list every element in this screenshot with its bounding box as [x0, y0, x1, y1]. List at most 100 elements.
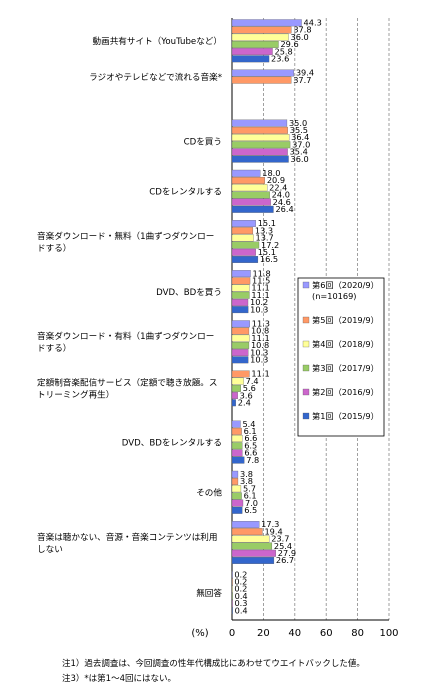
category-label: 無回答 — [196, 587, 222, 599]
category-label: ドする） — [37, 243, 71, 254]
bar — [231, 535, 270, 543]
legend-label: 第4回（2018/9） — [312, 339, 379, 349]
data-label: 0.3 — [234, 598, 247, 608]
bar — [231, 485, 242, 493]
data-label: 6.6 — [244, 433, 257, 443]
data-label: 35.4 — [290, 147, 308, 157]
data-label: 6.1 — [244, 426, 257, 436]
category-label: CDを買う — [184, 136, 222, 147]
data-label: 6.5 — [244, 505, 257, 515]
bar — [231, 191, 270, 199]
category-label: しない — [37, 544, 63, 555]
bar — [231, 277, 251, 285]
data-label: 39.4 — [296, 68, 314, 78]
x-tick-label: 60 — [320, 628, 333, 639]
legend-swatch — [302, 281, 310, 289]
legend-label: 第2回（2016/9） — [312, 387, 379, 397]
data-label: 13.3 — [255, 225, 273, 235]
bar — [231, 470, 239, 478]
data-label: 37.8 — [293, 25, 311, 35]
data-label: 20.9 — [267, 175, 285, 185]
data-label: 0.2 — [234, 569, 247, 579]
category-label: 音楽ダウンロード・有料（1曲ずつダウンロー — [37, 330, 214, 342]
data-label: 10.8 — [251, 326, 269, 336]
category-label: DVD、BDをレンタルする — [122, 437, 222, 448]
legend-sublabel: (n=10169) — [312, 291, 356, 301]
data-label: 7.4 — [246, 376, 259, 386]
data-label: 11.5 — [252, 276, 270, 286]
data-label: 35.0 — [289, 118, 307, 128]
data-label: 17.3 — [261, 519, 279, 529]
data-label: 13.7 — [256, 233, 274, 243]
data-label: 36.0 — [291, 32, 309, 42]
data-label: 0.2 — [234, 577, 247, 587]
data-label: 37.7 — [293, 75, 311, 85]
bar — [231, 384, 241, 392]
data-label: 35.5 — [290, 125, 308, 135]
bar — [231, 607, 233, 615]
data-label: 25.8 — [275, 46, 293, 56]
bar — [231, 478, 239, 485]
bar — [231, 528, 263, 536]
data-label: 44.3 — [304, 18, 322, 28]
bar — [231, 19, 302, 27]
data-label: 29.6 — [280, 39, 298, 49]
legend-swatch — [302, 412, 310, 420]
legend-label: 第5回（2019/9） — [312, 315, 379, 325]
bar — [231, 349, 249, 357]
bar — [231, 399, 236, 407]
bar — [231, 449, 243, 457]
data-label: 7.0 — [245, 498, 258, 508]
data-label: 24.0 — [272, 190, 290, 200]
bar — [231, 334, 250, 342]
bar — [231, 435, 243, 442]
bar — [231, 298, 249, 306]
legend-swatch — [302, 316, 310, 324]
data-label: 11.1 — [251, 369, 269, 379]
bar — [231, 119, 288, 127]
bar — [231, 557, 275, 564]
data-label: 11.8 — [253, 268, 271, 278]
bar — [231, 549, 276, 557]
data-label: 19.4 — [264, 526, 282, 536]
bar — [231, 506, 243, 514]
bar — [231, 69, 295, 77]
data-label: 6.1 — [244, 491, 257, 501]
bar — [231, 327, 250, 335]
bar — [231, 442, 243, 450]
bar — [231, 592, 233, 600]
bar — [231, 270, 251, 278]
data-label: 5.4 — [242, 419, 255, 429]
category-label: DVD、BDを買う — [156, 287, 222, 298]
data-label: 11.1 — [251, 290, 269, 300]
category-label: 音楽は聴かない、音源・音楽コンテンツは利用 — [37, 531, 217, 543]
data-label: 11.1 — [251, 333, 269, 343]
bar — [231, 370, 250, 378]
bar — [231, 205, 274, 213]
bar — [231, 227, 254, 235]
legend-swatch — [302, 388, 310, 396]
bar — [231, 177, 265, 184]
bar — [231, 571, 233, 579]
data-label: 0.2 — [234, 584, 247, 594]
bar — [231, 148, 288, 156]
data-label: 10.3 — [250, 304, 268, 314]
category-label: トリーミング再生） — [37, 389, 114, 401]
x-tick-label: 0 — [229, 628, 235, 639]
legend-box — [297, 277, 385, 437]
bar — [231, 492, 242, 500]
bar — [231, 377, 244, 385]
bar — [231, 320, 250, 328]
bar — [231, 521, 260, 528]
category-label: ドする） — [37, 343, 71, 354]
data-label: 27.9 — [278, 548, 296, 558]
category-label: ラジオやテレビなどで流れる音楽* — [89, 71, 223, 83]
data-label: 23.6 — [271, 54, 289, 64]
data-label: 18.0 — [262, 168, 280, 178]
data-label: 23.7 — [271, 534, 289, 544]
bar — [231, 284, 250, 292]
data-label: 10.2 — [250, 297, 268, 307]
bar — [231, 234, 254, 242]
